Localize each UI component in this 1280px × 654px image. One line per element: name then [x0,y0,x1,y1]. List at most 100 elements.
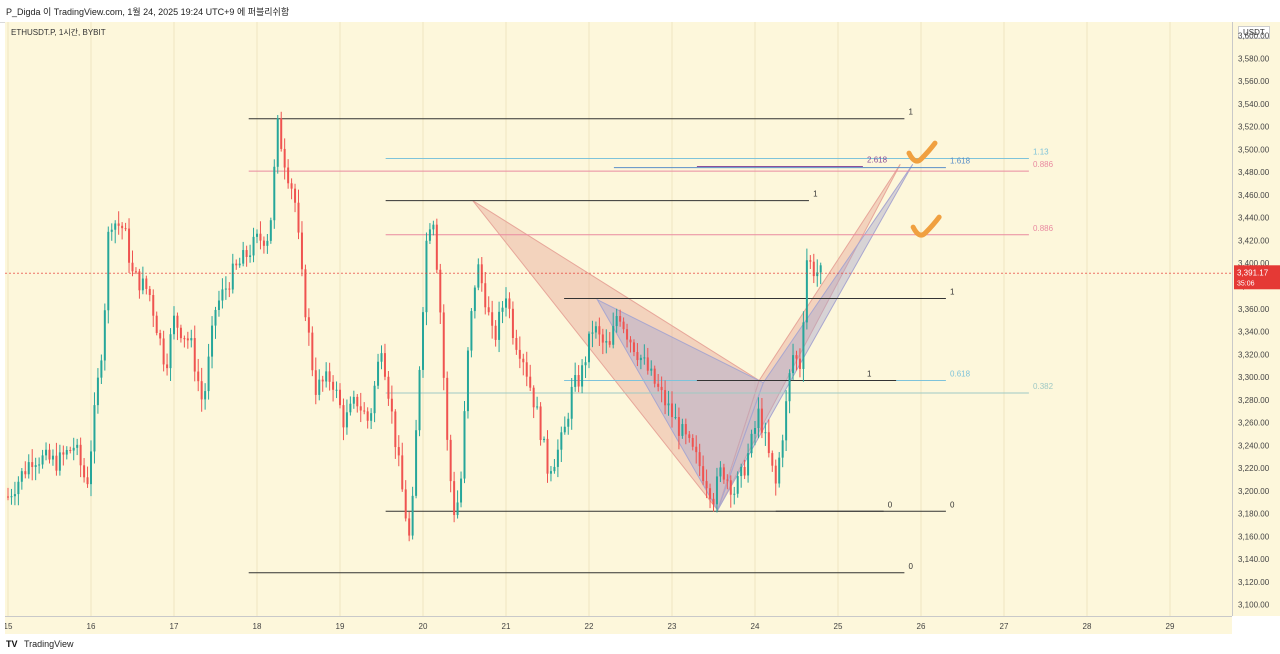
candle-body[interactable] [733,493,736,495]
candle-body[interactable] [20,471,23,482]
candle-body[interactable] [653,368,656,384]
candle-body[interactable] [266,240,269,246]
candle-body[interactable] [508,298,511,309]
candle-body[interactable] [249,255,252,257]
candle-body[interactable] [38,464,41,466]
candle-body[interactable] [671,403,673,418]
candle-body[interactable] [563,426,566,433]
candle-body[interactable] [501,307,504,312]
candle-body[interactable] [300,232,303,270]
candle-body[interactable] [819,265,822,273]
candle-body[interactable] [764,432,767,434]
candle-body[interactable] [55,455,58,471]
candle-body[interactable] [798,358,801,369]
candle-body[interactable] [332,381,335,390]
candle-body[interactable] [574,375,577,387]
candle-body[interactable] [269,220,272,241]
candle-body[interactable] [256,233,258,237]
candle-body[interactable] [117,223,120,226]
candle-body[interactable] [34,465,37,468]
candle-body[interactable] [48,449,51,460]
candle-body[interactable] [24,471,27,475]
candle-body[interactable] [394,411,397,448]
candle-body[interactable] [619,316,622,322]
candle-body[interactable] [363,410,366,412]
candle-body[interactable] [636,352,639,361]
candle-body[interactable] [31,462,34,468]
candle-body[interactable] [62,452,65,455]
candle-body[interactable] [121,225,124,229]
candle-body[interactable] [221,289,224,301]
candle-body[interactable] [425,240,428,313]
candle-body[interactable] [688,434,691,438]
candle-body[interactable] [660,386,663,391]
candle-body[interactable] [110,229,113,232]
candle-body[interactable] [591,332,594,334]
candle-body[interactable] [155,315,158,334]
candle-body[interactable] [484,283,487,308]
tradingview-logo[interactable]: TV [6,639,18,649]
candle-body[interactable] [781,440,784,458]
candle-body[interactable] [415,430,418,496]
candle-body[interactable] [72,447,75,451]
candle-body[interactable] [141,278,144,291]
candle-body[interactable] [321,379,324,382]
candle-body[interactable] [532,387,535,408]
candle-body[interactable] [439,269,442,313]
candle-body[interactable] [760,408,763,433]
candle-body[interactable] [667,403,670,406]
candle-body[interactable] [51,455,54,460]
candle-body[interactable] [470,311,473,351]
candle-body[interactable] [515,337,518,350]
candle-body[interactable] [491,312,494,326]
candle-body[interactable] [553,466,556,472]
candle-body[interactable] [231,263,234,290]
candle-body[interactable] [245,250,248,257]
candle-body[interactable] [262,240,265,246]
candle-body[interactable] [200,381,203,400]
candle-body[interactable] [605,341,608,343]
candle-body[interactable] [128,228,131,263]
candle-body[interactable] [646,357,649,371]
candle-body[interactable] [401,455,404,490]
candle-body[interactable] [411,495,414,536]
candle-body[interactable] [297,202,300,233]
candle-body[interactable] [525,362,528,377]
candle-body[interactable] [505,298,507,308]
candle-body[interactable] [518,349,521,359]
candle-body[interactable] [774,465,777,484]
candle-body[interactable] [622,321,625,330]
candle-body[interactable] [536,406,539,408]
candle-body[interactable] [345,412,348,428]
candle-body[interactable] [674,417,677,419]
candle-body[interactable] [339,389,341,406]
candle-body[interactable] [722,467,725,480]
candle-body[interactable] [629,339,632,343]
candle-body[interactable] [709,488,712,499]
candle-body[interactable] [581,365,584,387]
candle-body[interactable] [69,450,72,452]
candle-body[interactable] [494,325,497,340]
candle-body[interactable] [197,371,200,382]
candle-body[interactable] [148,288,151,296]
candle-body[interactable] [10,496,13,498]
candle-body[interactable] [418,369,421,431]
candle-body[interactable] [463,411,466,479]
candle-body[interactable] [792,355,795,374]
candle-body[interactable] [698,452,701,467]
candle-body[interactable] [570,386,573,419]
candle-body[interactable] [805,260,808,323]
candle-body[interactable] [546,438,549,474]
candle-body[interactable] [311,332,314,371]
candle-body[interactable] [691,437,694,447]
chart-plot-area[interactable]: 1 0 1 0 1 0 0.886 0.886 0.382 1.13 0.618 1.618 2.618… [5,22,1232,616]
candle-body[interactable] [307,317,310,333]
candle-body[interactable] [529,376,532,388]
candle-body[interactable] [754,428,756,434]
candle-body[interactable] [743,466,746,476]
candle-body[interactable] [543,438,546,441]
candle-body[interactable] [809,260,812,262]
candle-body[interactable] [359,406,362,411]
candle-body[interactable] [795,355,798,359]
candle-body[interactable] [390,398,393,412]
